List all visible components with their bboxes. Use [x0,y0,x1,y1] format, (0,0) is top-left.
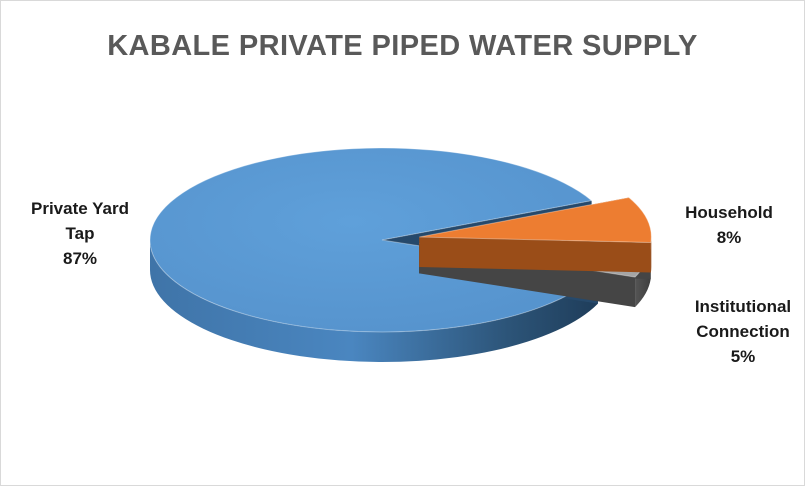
chart-title: KABALE PRIVATE PIPED WATER SUPPLY [107,30,698,62]
pie-slice-top [149,147,599,333]
pie-slice-household [419,197,652,273]
pie-slice-wall [419,236,651,273]
pie-slice-top [419,197,652,243]
pie-slice-side [150,240,598,362]
data-label-private-yard-tap: Private Yard Tap 87% [31,199,129,268]
data-label-household: Household 8% [685,203,773,247]
data-label-institutional-connection: Institutional Connection 5% [695,297,791,366]
